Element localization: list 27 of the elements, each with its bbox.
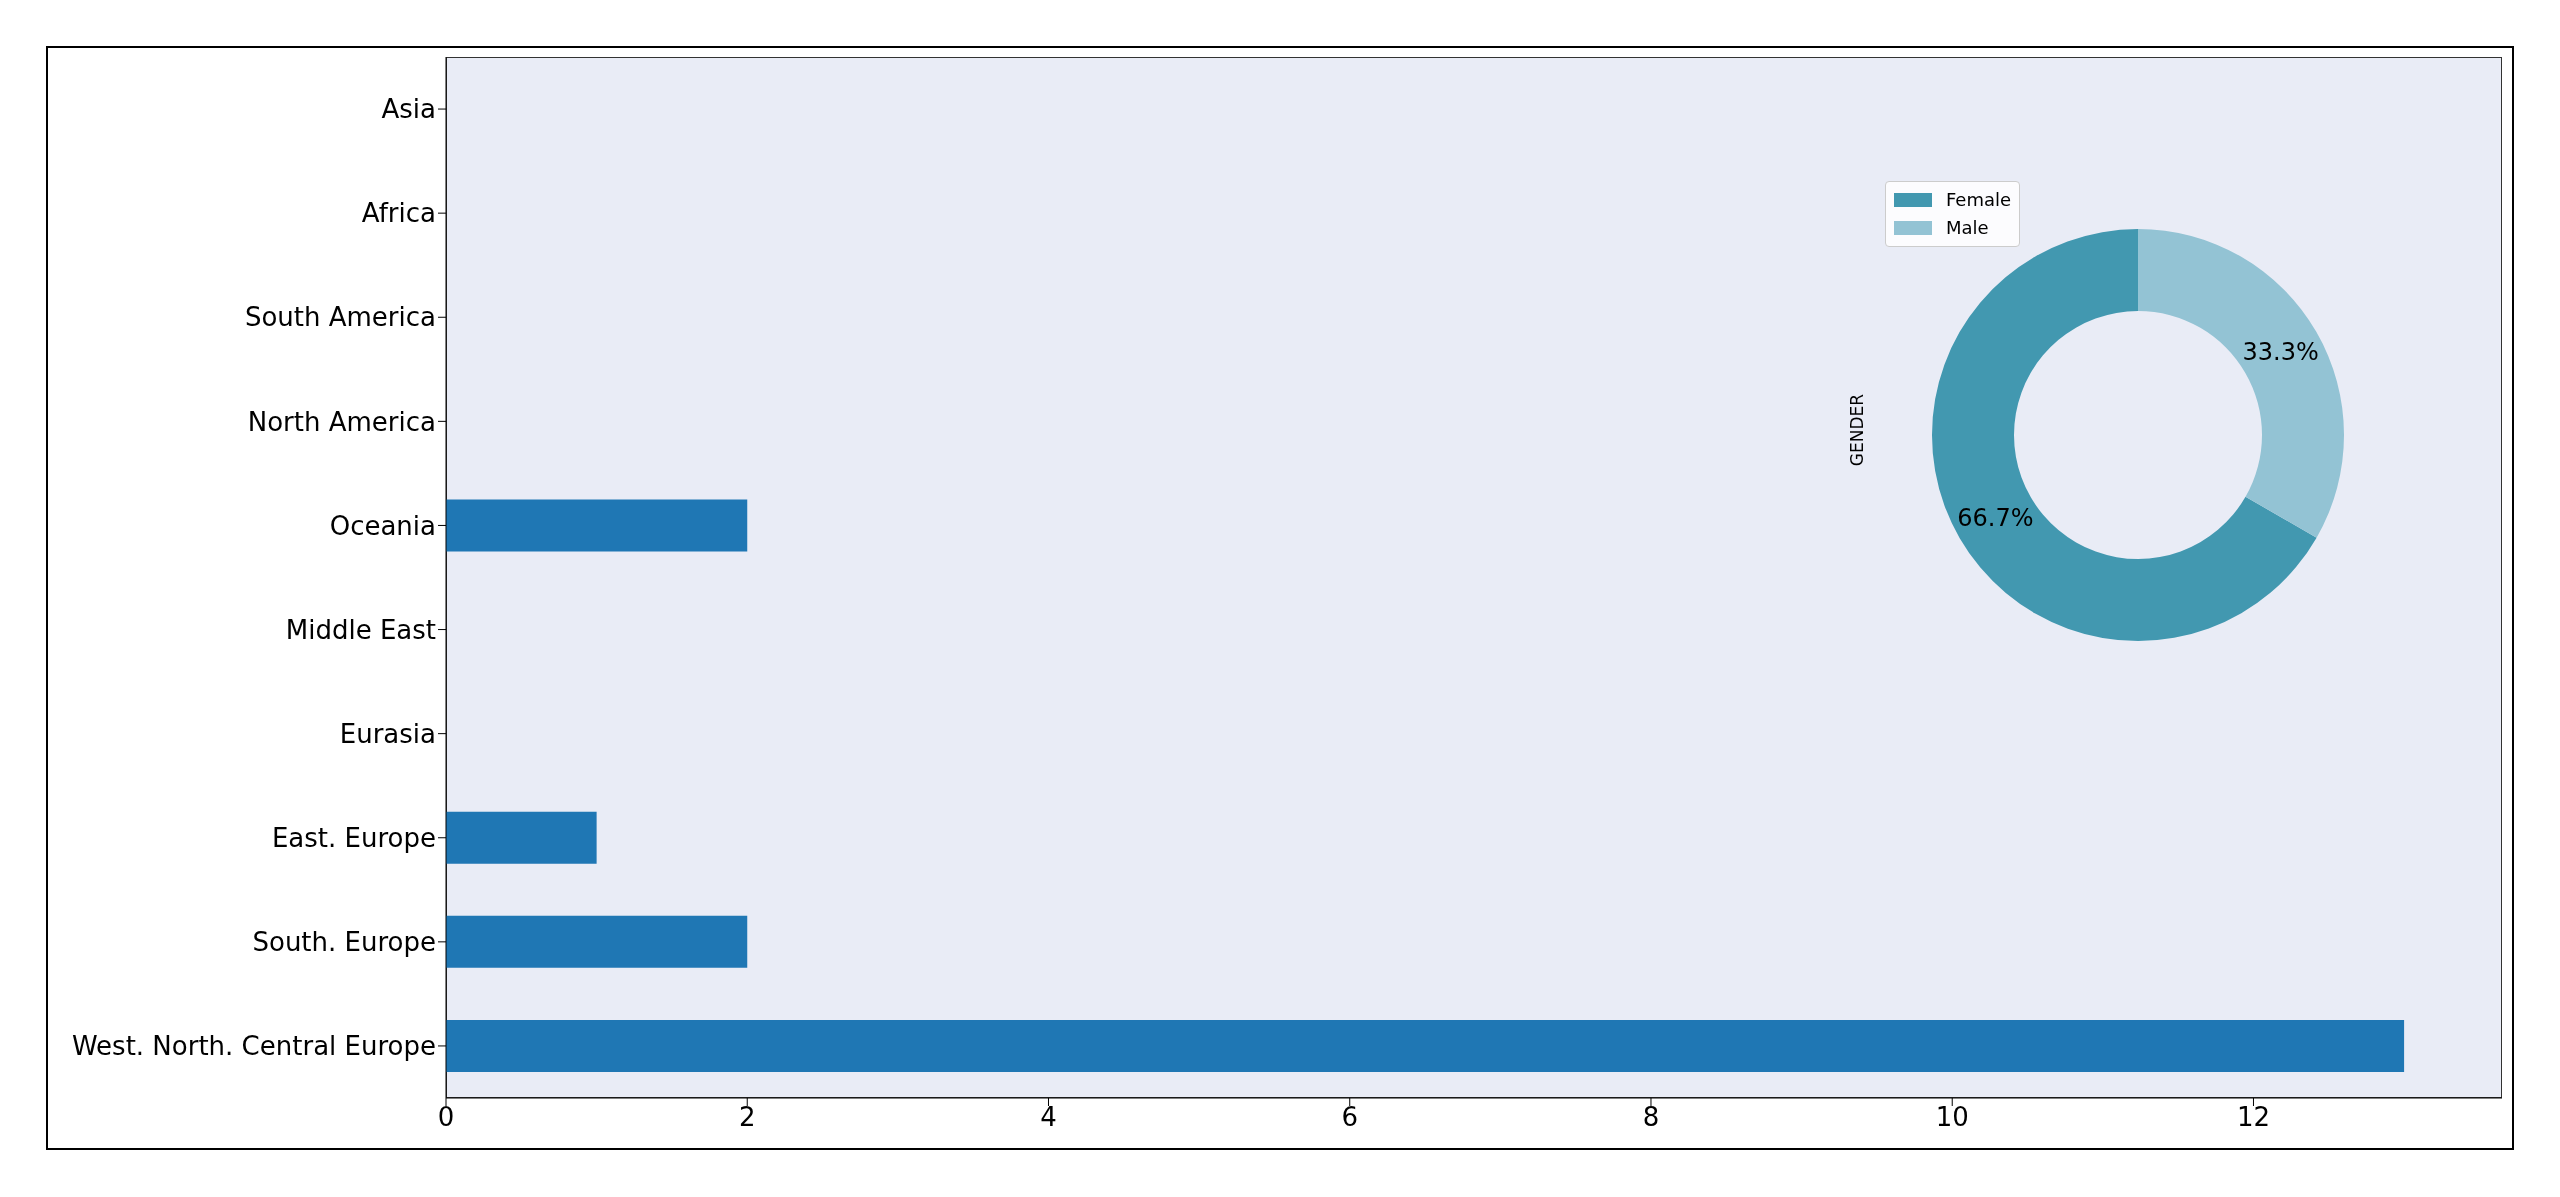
y-tick-label: Oceania xyxy=(329,510,436,541)
x-tick-label: 0 xyxy=(437,1102,455,1133)
y-tick-label: South America xyxy=(244,302,436,333)
bar xyxy=(446,915,748,968)
x-tick-label: 2 xyxy=(738,1102,756,1133)
y-tick-label: Asia xyxy=(381,94,436,125)
bar xyxy=(446,1019,2405,1072)
bar xyxy=(446,811,597,864)
y-tick-label: Eurasia xyxy=(339,718,436,749)
x-tick-label: 12 xyxy=(2236,1102,2271,1133)
legend-label: Male xyxy=(1946,216,1989,240)
y-tick-label: Africa xyxy=(361,198,436,229)
y-tick-label: South. Europe xyxy=(252,927,436,958)
text: GENDER xyxy=(1847,393,1867,467)
y-tick-label: West. North. Central Europe xyxy=(71,1031,436,1062)
bar xyxy=(446,499,748,552)
y-tick-label: East. Europe xyxy=(271,822,436,853)
x-tick-label: 10 xyxy=(1935,1102,1969,1133)
data-label: 33.3% xyxy=(2242,338,2319,367)
data-label: 66.7% xyxy=(1957,503,2034,532)
legend-label: Female xyxy=(1946,188,2012,212)
donut-slice xyxy=(2138,229,2344,538)
y-tick-label: Middle East xyxy=(285,614,436,645)
x-tick-label: 6 xyxy=(1341,1102,1359,1133)
x-tick-label: 8 xyxy=(1642,1102,1660,1133)
x-tick-label: 4 xyxy=(1040,1102,1057,1133)
y-tick-label: North America xyxy=(247,406,436,437)
